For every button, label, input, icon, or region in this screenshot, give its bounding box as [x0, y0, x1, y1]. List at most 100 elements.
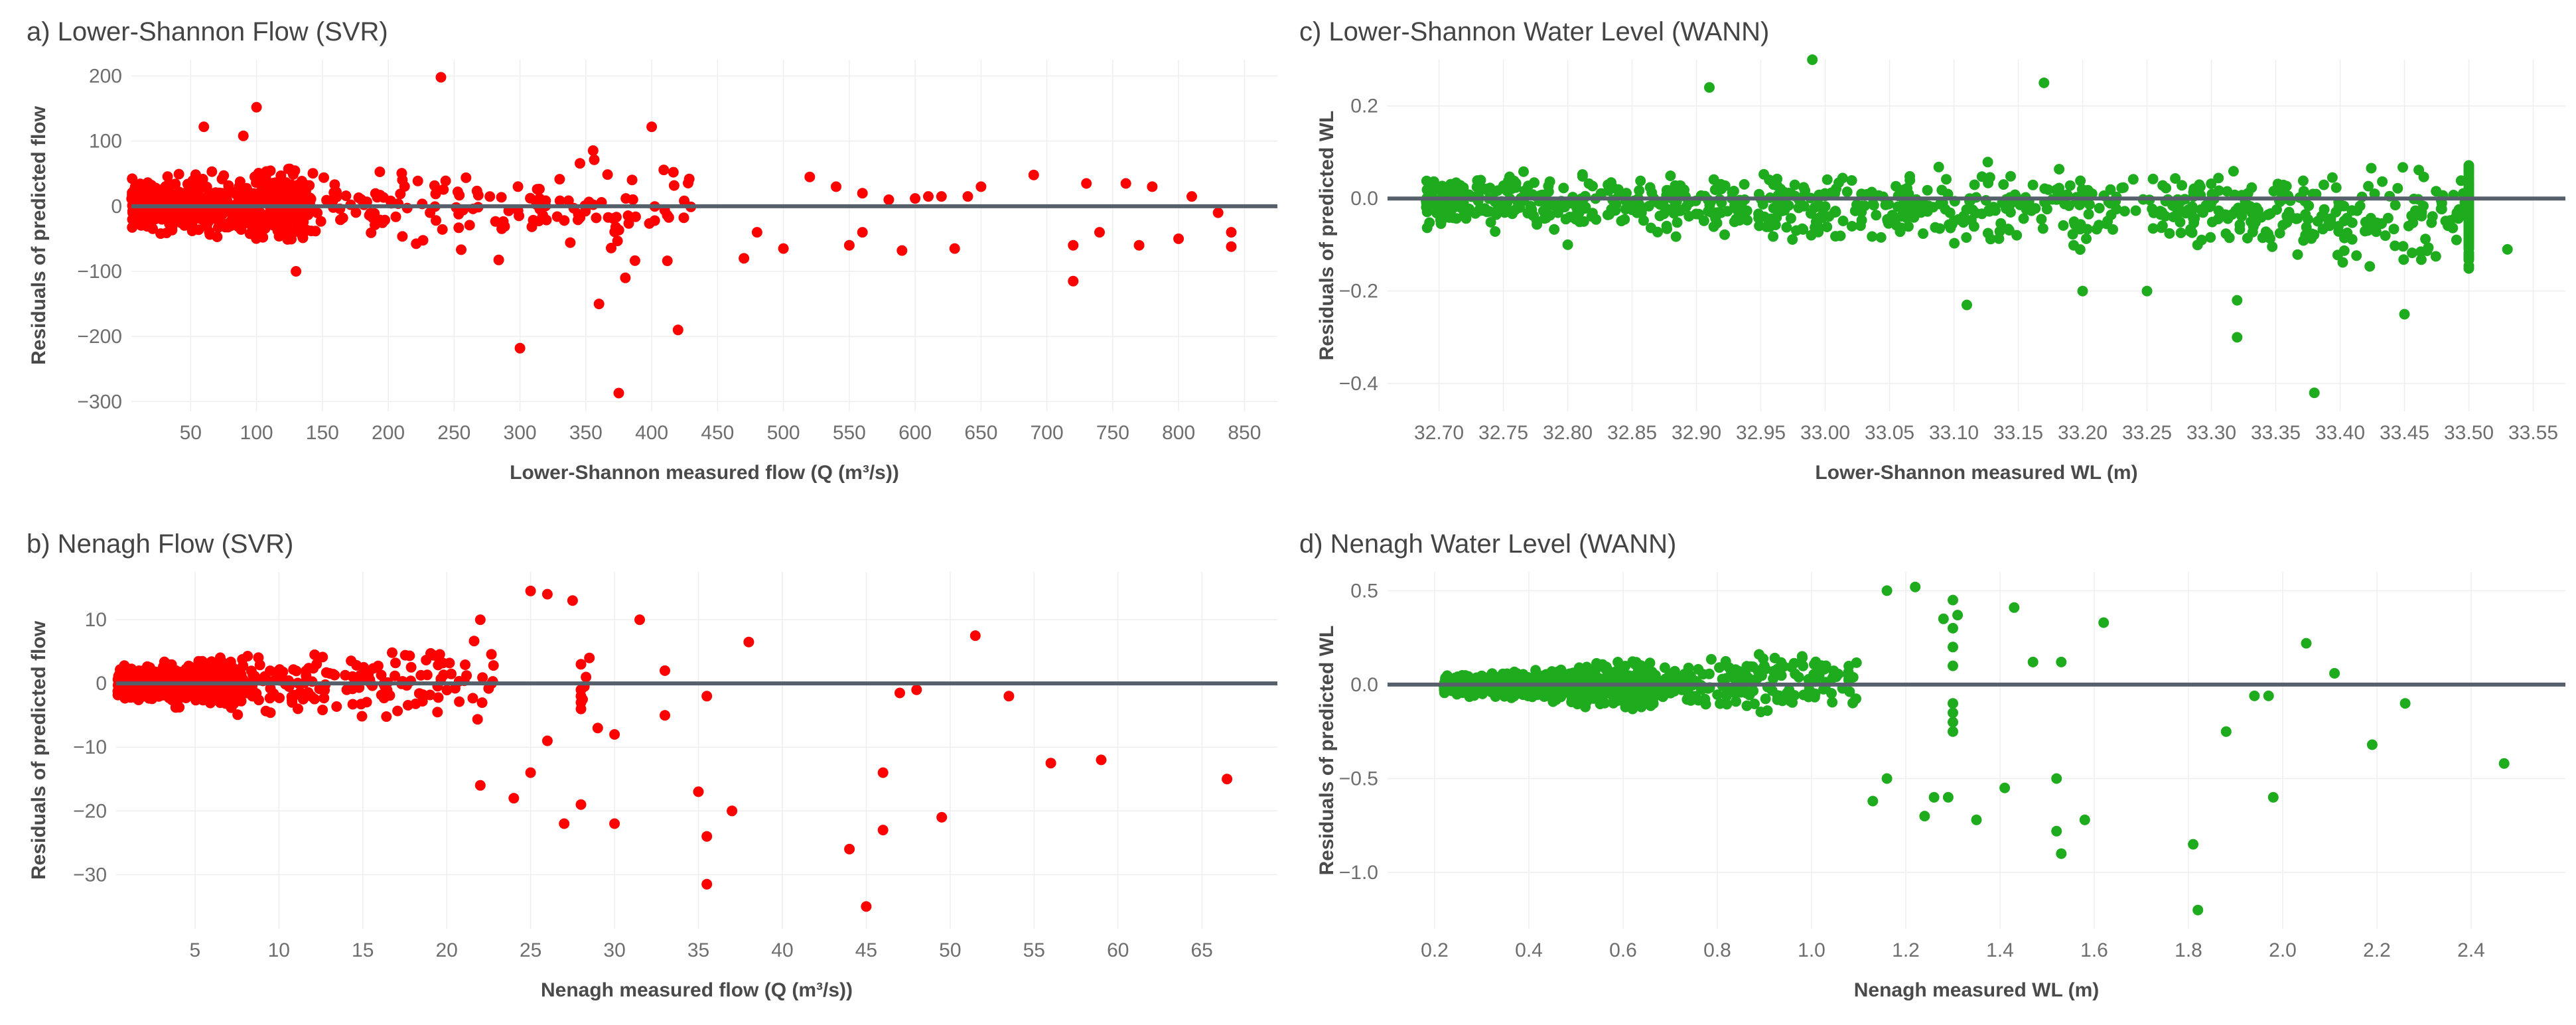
data-point: [2246, 182, 2257, 193]
data-point: [2463, 178, 2474, 189]
data-point: [341, 684, 352, 695]
data-point: [147, 223, 159, 234]
x-tick-label: 150: [306, 422, 339, 444]
data-point: [127, 173, 138, 184]
data-point: [1668, 208, 1680, 219]
data-point: [949, 243, 960, 254]
data-point: [1743, 673, 1754, 684]
data-point: [2397, 241, 2409, 252]
chart-title: c) Lower-Shannon Water Level (WANN): [1299, 17, 1770, 46]
data-point: [623, 218, 634, 229]
x-tick-label: 200: [372, 422, 405, 444]
y-tick-label: 0.0: [1350, 674, 1378, 696]
data-point: [1787, 234, 1798, 245]
data-point: [2267, 791, 2279, 803]
data-point: [1659, 662, 1670, 673]
data-point: [693, 786, 704, 797]
data-point: [232, 693, 244, 704]
data-point: [2054, 164, 2065, 174]
data-point: [2423, 242, 2434, 253]
y-tick-label: −10: [73, 736, 107, 758]
x-tick-label: 15: [352, 939, 374, 961]
data-point: [2074, 224, 2086, 235]
y-tick-label: −0.2: [1339, 281, 1378, 303]
data-point: [163, 660, 175, 671]
data-point: [1958, 210, 1969, 222]
data-point: [171, 194, 182, 205]
data-point: [608, 213, 619, 224]
data-point: [1602, 209, 1613, 220]
x-tick-label: 250: [437, 422, 470, 444]
data-point: [2333, 226, 2344, 237]
data-point: [1597, 659, 1609, 670]
data-point: [429, 180, 440, 191]
x-tick-label: 50: [180, 422, 202, 444]
data-point: [331, 191, 342, 202]
data-point: [2415, 254, 2427, 265]
x-tick-label: 500: [767, 422, 800, 444]
data-point: [1715, 207, 1727, 218]
data-point: [2039, 183, 2050, 194]
data-point: [2354, 200, 2366, 212]
data-point: [1638, 215, 1649, 226]
data-point: [508, 793, 520, 804]
data-point: [317, 705, 328, 716]
data-point: [1670, 231, 1682, 242]
data-point: [374, 167, 386, 177]
data-point: [1552, 207, 1563, 218]
data-point: [743, 636, 754, 648]
data-point: [1814, 212, 1825, 224]
data-point: [226, 215, 237, 226]
x-tick-label: 32.80: [1543, 422, 1593, 444]
x-tick-label: 40: [771, 939, 793, 961]
data-point: [660, 665, 670, 676]
panel-c: c) Lower-Shannon Water Level (WANN) 32.7…: [1288, 0, 2576, 512]
data-point: [2263, 228, 2274, 239]
data-point: [162, 171, 173, 182]
data-point: [242, 651, 253, 661]
data-point: [1654, 210, 1666, 222]
data-point: [1899, 205, 1910, 216]
data-point: [1627, 656, 1638, 667]
data-point: [1904, 171, 1915, 182]
data-point: [1901, 188, 1912, 199]
data-point: [1809, 202, 1820, 213]
data-point: [356, 699, 367, 710]
data-point: [312, 207, 323, 218]
data-point: [1948, 707, 1958, 718]
data-point: [238, 660, 249, 671]
data-point: [1941, 174, 1952, 185]
data-point: [1984, 172, 1995, 183]
data-point: [291, 266, 302, 277]
data-point: [2021, 204, 2032, 215]
data-point: [923, 191, 934, 202]
x-tick-label: 350: [569, 422, 603, 444]
data-point: [215, 188, 226, 199]
x-tick-label: 33.30: [2186, 422, 2236, 444]
data-point: [678, 212, 689, 224]
data-point: [251, 102, 262, 113]
data-point: [2175, 216, 2186, 228]
data-point: [257, 195, 269, 206]
data-point: [490, 216, 501, 227]
data-point: [264, 693, 275, 704]
data-point: [626, 174, 638, 186]
data-point: [606, 242, 616, 253]
data-point: [962, 191, 973, 202]
data-point: [204, 229, 216, 240]
data-point: [1634, 198, 1644, 210]
y-tick-label: −300: [77, 391, 122, 413]
data-point: [1612, 657, 1624, 667]
data-point: [2037, 223, 2048, 234]
data-point: [609, 818, 620, 829]
data-point: [319, 693, 330, 704]
data-point: [260, 705, 271, 717]
data-point: [356, 194, 367, 205]
data-point: [2164, 228, 2175, 239]
data-point: [2117, 182, 2129, 193]
data-point: [512, 181, 524, 192]
data-point: [272, 225, 283, 236]
data-point: [1807, 54, 1818, 65]
data-point: [739, 253, 750, 264]
data-point: [936, 811, 948, 823]
